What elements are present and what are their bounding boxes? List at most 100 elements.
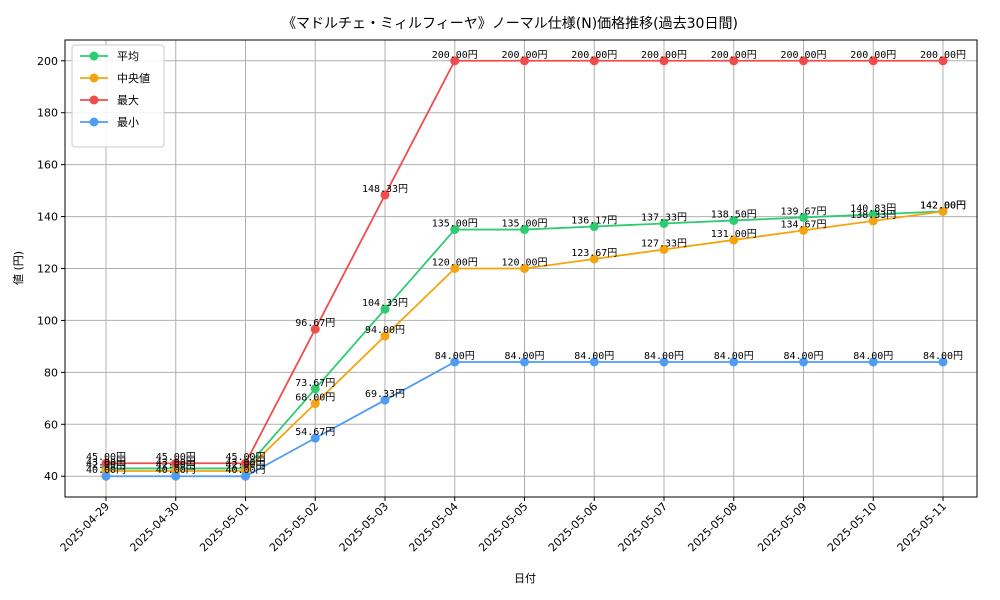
data-label: 200.00円 — [920, 50, 966, 61]
data-point — [520, 225, 529, 235]
data-label: 45.00円 — [225, 452, 265, 463]
data-point — [310, 399, 320, 409]
chart-title: 《マドルチェ・ミィルフィーヤ》ノーマル仕様(N)価格推移(過去30日間) — [282, 16, 738, 32]
data-point — [659, 244, 669, 254]
data-point — [520, 56, 529, 66]
data-label: 84.00円 — [714, 351, 754, 362]
data-label: 134.67円 — [780, 219, 826, 230]
data-point — [241, 458, 250, 468]
legend-marker — [89, 73, 99, 83]
data-label: 138.33円 — [850, 210, 896, 221]
data-point — [310, 384, 320, 394]
legend-label: 平均 — [117, 50, 139, 63]
data-label: 43.00円 — [86, 457, 126, 468]
data-label: 68.00円 — [295, 393, 335, 404]
legend-label: 最小 — [117, 116, 139, 129]
data-point — [938, 206, 948, 216]
data-point — [589, 254, 599, 264]
y-tick-label: 80 — [44, 366, 58, 379]
data-label: 200.00円 — [850, 50, 896, 61]
data-label: 45.00円 — [156, 452, 196, 463]
data-label: 54.67円 — [295, 427, 335, 438]
data-label: 96.67円 — [295, 318, 335, 329]
data-point — [101, 471, 111, 481]
data-labels: 43.00円 43.00円 43.00円 73.67円 104.33円 135.00円 13… — [86, 50, 966, 476]
data-label: 138.50円 — [711, 209, 757, 220]
data-point — [171, 471, 181, 481]
data-label: 94.00円 — [365, 325, 405, 336]
data-label: 200.00円 — [711, 50, 757, 61]
data-label: 123.67円 — [571, 248, 617, 259]
legend-label: 最大 — [117, 93, 139, 107]
data-point — [589, 357, 599, 367]
data-point — [868, 56, 878, 66]
data-label: 120.00円 — [432, 258, 478, 269]
data-point — [729, 357, 739, 367]
data-label: 131.00円 — [711, 229, 757, 240]
data-point — [380, 304, 390, 314]
data-label: 148.33円 — [362, 184, 408, 195]
data-label: 84.00円 — [644, 351, 684, 362]
data-point — [799, 357, 808, 367]
data-label: 84.00円 — [853, 351, 893, 362]
data-label: 136.17円 — [571, 216, 617, 227]
data-point — [868, 216, 878, 226]
data-point — [868, 209, 878, 219]
data-label: 40.00円 — [156, 465, 196, 476]
data-point — [380, 395, 390, 405]
data-point — [450, 225, 460, 235]
y-tick-label: 40 — [44, 470, 58, 483]
data-label: 42.00円 — [86, 460, 126, 471]
data-point — [520, 264, 529, 273]
data-point — [659, 357, 669, 367]
data-point — [589, 222, 599, 232]
data-point — [450, 56, 460, 66]
data-point — [659, 56, 669, 66]
data-point — [868, 357, 878, 367]
data-point — [938, 357, 948, 367]
y-tick-label: 200 — [37, 55, 58, 68]
data-label: 140.83円 — [850, 203, 896, 214]
data-point — [171, 458, 181, 468]
data-label: 200.00円 — [432, 50, 478, 61]
data-label: 135.00円 — [501, 219, 547, 230]
data-label: 200.00円 — [501, 50, 547, 61]
data-label: 43.00円 — [156, 457, 196, 468]
data-label: 84.00円 — [504, 351, 544, 362]
data-point — [101, 458, 111, 468]
data-label: 42.00円 — [156, 460, 196, 471]
data-label: 127.33円 — [641, 238, 687, 249]
legend-marker — [89, 95, 99, 105]
data-label: 73.67円 — [295, 378, 335, 389]
data-label: 137.33円 — [641, 213, 687, 224]
data-label: 40.00円 — [225, 465, 265, 476]
y-tick-label: 160 — [37, 159, 58, 172]
data-point — [310, 324, 320, 334]
data-label: 135.00円 — [432, 219, 478, 230]
data-point — [310, 433, 320, 443]
data-label: 42.00円 — [225, 460, 265, 471]
legend-label: 中央値 — [117, 72, 150, 85]
data-label: 200.00円 — [571, 50, 617, 61]
data-point — [450, 357, 460, 367]
y-tick-label: 140 — [37, 211, 58, 224]
data-point — [380, 190, 390, 200]
data-label: 40.00円 — [86, 465, 126, 476]
data-point — [799, 212, 808, 222]
data-point — [589, 56, 599, 66]
data-label: 200.00円 — [641, 50, 687, 61]
y-axis-label: 値 (円) — [12, 251, 25, 285]
data-label: 142.00円 — [920, 200, 966, 211]
x-axis-label: 日付 — [514, 572, 536, 585]
data-label: 84.00円 — [783, 351, 823, 362]
data-point — [729, 235, 739, 245]
data-label: 200.00円 — [780, 50, 826, 61]
data-point — [241, 471, 250, 481]
data-label: 84.00円 — [923, 351, 963, 362]
y-tick-label: 60 — [44, 418, 58, 431]
data-point — [799, 56, 808, 66]
data-point — [380, 331, 390, 341]
data-point — [729, 56, 739, 66]
data-point — [938, 56, 948, 66]
